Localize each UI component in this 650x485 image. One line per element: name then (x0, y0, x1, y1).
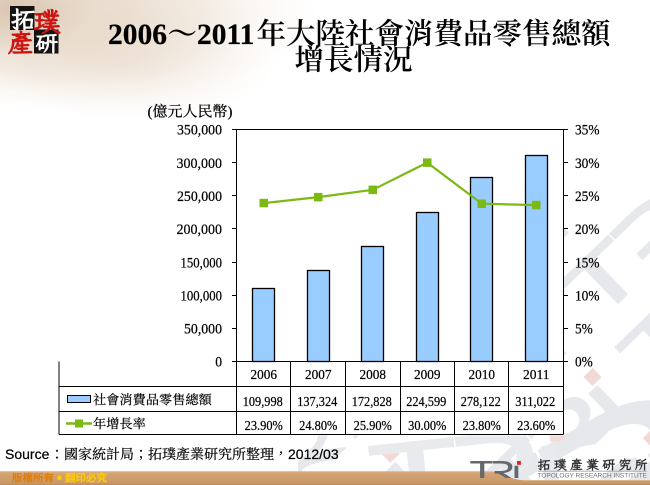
svg-text:5%: 5% (575, 322, 593, 338)
svg-text:278,122: 278,122 (461, 395, 501, 410)
svg-text:137,324: 137,324 (297, 395, 337, 410)
svg-text:172,828: 172,828 (352, 395, 392, 410)
svg-text:10%: 10% (575, 288, 600, 304)
svg-text:224,599: 224,599 (406, 395, 446, 410)
svg-text:2012/03: 2012/03 (288, 446, 339, 462)
svg-text:50,000: 50,000 (184, 322, 222, 338)
svg-text:(: ( (148, 105, 153, 121)
svg-text:2010: 2010 (469, 368, 496, 383)
svg-text:2008: 2008 (360, 368, 387, 383)
svg-text:2007: 2007 (305, 368, 332, 383)
svg-text:30.00%: 30.00% (408, 419, 446, 434)
svg-text:0: 0 (215, 355, 222, 371)
svg-text:311,022: 311,022 (515, 395, 555, 410)
svg-text:23.90%: 23.90% (245, 419, 283, 434)
svg-text:25%: 25% (575, 189, 600, 205)
svg-text:): ) (228, 105, 233, 121)
svg-text:30%: 30% (575, 156, 600, 172)
svg-text:350,000: 350,000 (177, 123, 222, 139)
svg-text:150,000: 150,000 (181, 255, 223, 271)
svg-text:35%: 35% (575, 123, 600, 139)
svg-text:2011: 2011 (197, 19, 254, 51)
svg-text:109,998: 109,998 (243, 395, 283, 410)
svg-text:2006: 2006 (251, 368, 278, 383)
svg-text:100,000: 100,000 (181, 288, 223, 304)
svg-text:300,000: 300,000 (177, 156, 223, 172)
svg-text:23.80%: 23.80% (463, 419, 501, 434)
svg-text:TOPOLOGY RESEARCH INSTITUTE: TOPOLOGY RESEARCH INSTITUTE (538, 473, 648, 480)
svg-text:25.90%: 25.90% (354, 419, 392, 434)
svg-text:24.80%: 24.80% (299, 419, 337, 434)
svg-text:250,000: 250,000 (177, 189, 222, 205)
svg-text:0%: 0% (575, 355, 593, 371)
svg-text:20%: 20% (575, 222, 600, 238)
svg-text:23.60%: 23.60% (517, 419, 555, 434)
svg-text:200,000: 200,000 (177, 222, 223, 238)
svg-text:2009: 2009 (414, 368, 441, 383)
svg-text:Source: Source (5, 446, 50, 462)
svg-text:2011: 2011 (523, 368, 550, 383)
svg-text:2006: 2006 (108, 19, 167, 51)
svg-text:15%: 15% (575, 255, 600, 271)
